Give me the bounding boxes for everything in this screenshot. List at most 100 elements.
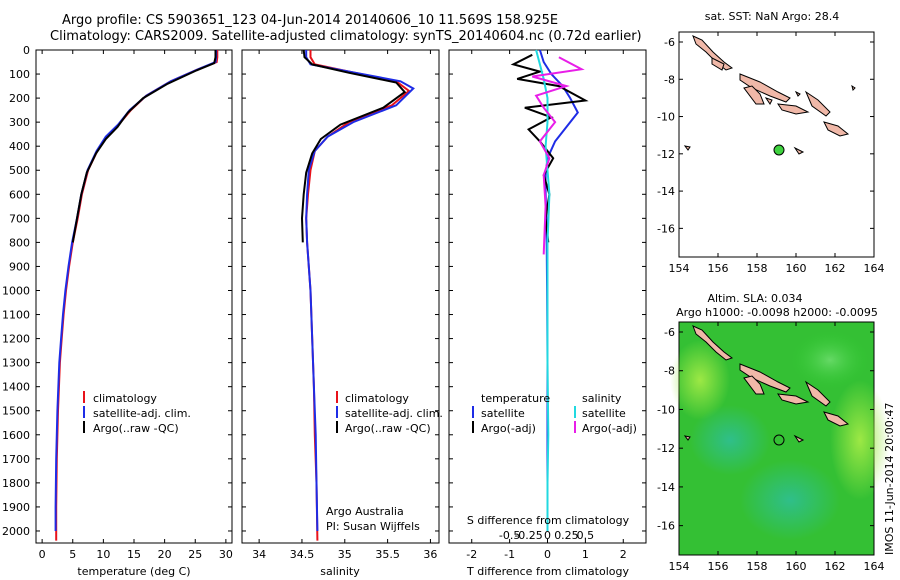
map-y-tick-label: -6 [664, 36, 675, 49]
title-line-1: Argo profile: CS 5903651_123 04-Jun-2014… [62, 13, 558, 28]
legend-label-climatology: climatology [93, 392, 157, 405]
x-tick-label: 35.5 [375, 548, 400, 561]
map-x-tick-label: 154 [669, 262, 690, 275]
series-argo-raw-qc- [300, 49, 407, 243]
small-islands [683, 84, 856, 155]
difference-legend: temperature salinity satellite Argo(-adj… [472, 392, 637, 435]
x-tick-label: 25 [188, 548, 202, 561]
sst-map-title: sat. SST: NaN Argo: 28.4 [705, 10, 839, 23]
y-tick-label: 1800 [2, 477, 30, 490]
difference-xlabel: T difference from climatology [466, 565, 629, 578]
salinity-panel [241, 49, 440, 544]
s-tick-label: -0.25 [514, 529, 542, 542]
legend-label-s-argo: Argo(-adj) [582, 422, 637, 435]
x-tick-label: -1 [504, 548, 515, 561]
island-malaita [804, 90, 831, 117]
s-tick-label: 0 [544, 529, 551, 542]
x-tick-label: 5 [69, 548, 76, 561]
y-tick-label: 900 [9, 260, 30, 273]
imos-watermark: IMOS 11-Jun-2014 20:00:47 [883, 402, 896, 555]
x-tick-label: 15 [127, 548, 141, 561]
series-satellite-adj-clim- [54, 50, 218, 531]
series-satellite-adj-clim- [305, 50, 415, 532]
y-tick-label: 0 [23, 44, 30, 57]
island-guadalcanal [776, 103, 810, 115]
map-x-tick-label: 164 [864, 560, 885, 573]
y-tick-label: 1400 [2, 381, 30, 394]
y-tick-label: 2000 [2, 525, 30, 538]
island-choiseul [692, 35, 734, 71]
series-s-satellite [535, 49, 551, 531]
small-islands [683, 434, 805, 443]
y-tick-label: 1700 [2, 453, 30, 466]
y-tick-label: 1900 [2, 501, 30, 514]
x-tick-label: 1 [582, 548, 589, 561]
map-x-tick-label: 158 [747, 262, 768, 275]
x-tick-label: 34.5 [290, 548, 315, 561]
island-makira [823, 121, 850, 137]
map-x-tick-label: 164 [864, 262, 885, 275]
y-tick-label: 1000 [2, 284, 30, 297]
salinity-xlabel: salinity [320, 565, 360, 578]
legend-label-argo: Argo(..raw -QC) [345, 422, 431, 435]
map-y-tick-label: -14 [657, 185, 675, 198]
salinity-legend: climatology satellite-adj. clim. Argo(..… [326, 391, 443, 533]
y-tick-label: 1200 [2, 333, 30, 346]
sst-map-axes: 154 156 158 160 162 164 -6 -8 -10 -12 -14 -16 [657, 32, 885, 275]
island-shortland [711, 57, 725, 71]
series-climatology [305, 50, 411, 541]
series-s-argo-adj- [532, 56, 585, 255]
map-x-tick-label: 160 [786, 560, 807, 573]
map-x-tick-label: 162 [825, 560, 846, 573]
island-isabel [739, 73, 791, 103]
legend-title-temperature: temperature [481, 392, 550, 405]
y-tick-label: 1300 [2, 357, 30, 370]
island-malaita [804, 380, 831, 407]
x-tick-label: 36 [423, 548, 437, 561]
legend-label-argo: Argo(..raw -QC) [93, 422, 179, 435]
temperature-xlabel: temperature (deg C) [77, 565, 190, 578]
x-tick-label: 10 [96, 548, 110, 561]
temperature-legend: climatology satellite-adj. clim. Argo(..… [83, 391, 191, 435]
x-tick-label: 30 [219, 548, 233, 561]
y-tick-label: 100 [9, 68, 30, 81]
argo-float-marker [773, 434, 785, 446]
y-tick-label: 1500 [2, 405, 30, 418]
salinity-chart: 34 34.5 35 35.5 36 [242, 49, 439, 561]
x-tick-label: 35 [338, 548, 352, 561]
y-tick-label: 500 [9, 164, 30, 177]
difference-chart: -2 -1 0 1 2 -0.5-0.25 0 0.250.5 [449, 49, 646, 561]
s-tick-label: 0.25 [554, 529, 579, 542]
legend-label-satellite: satellite-adj. clim. [93, 407, 191, 420]
title-line-2: Climatology: CARS2009. Satellite-adjuste… [50, 29, 642, 44]
map-y-tick-label: -12 [657, 442, 675, 455]
island-guadalcanal [776, 393, 810, 405]
s-tick-label: 0.5 [577, 529, 595, 542]
y-tick-label: 1100 [2, 309, 30, 322]
map-x-tick-label: 158 [747, 560, 768, 573]
island-choiseul [692, 325, 734, 361]
series-climatology [55, 50, 219, 541]
map-y-tick-label: -8 [664, 365, 675, 378]
map-x-tick-label: 156 [708, 262, 729, 275]
sla-map-axes: 154 156 158 160 162 164 -6 -8 -10 -12 -14 -16 [657, 322, 885, 573]
y-tick-label: 400 [9, 140, 30, 153]
legend-label-s-satellite: satellite [582, 407, 626, 420]
y-tick-label: 700 [9, 212, 30, 225]
sla-map-title-1: Altim. SLA: 0.034 [707, 292, 802, 305]
y-tick-label: 1600 [2, 429, 30, 442]
legend-title-salinity: salinity [582, 392, 622, 405]
temperature-chart: 0100200300400500600700800900100011001200… [2, 44, 233, 561]
x-tick-label: 2 [620, 548, 627, 561]
map-y-tick-label: -6 [664, 326, 675, 339]
map-y-tick-label: -10 [657, 111, 675, 124]
difference-xlabel-top: S difference from climatology [467, 514, 630, 527]
map-y-tick-label: -16 [657, 222, 675, 235]
map-y-tick-label: -14 [657, 481, 675, 494]
series-argo-raw-qc- [71, 50, 217, 243]
sst-map-land [683, 35, 856, 155]
legend-label-t-satellite: satellite [481, 407, 525, 420]
map-y-tick-label: -10 [657, 403, 675, 416]
x-tick-label: 0 [39, 548, 46, 561]
